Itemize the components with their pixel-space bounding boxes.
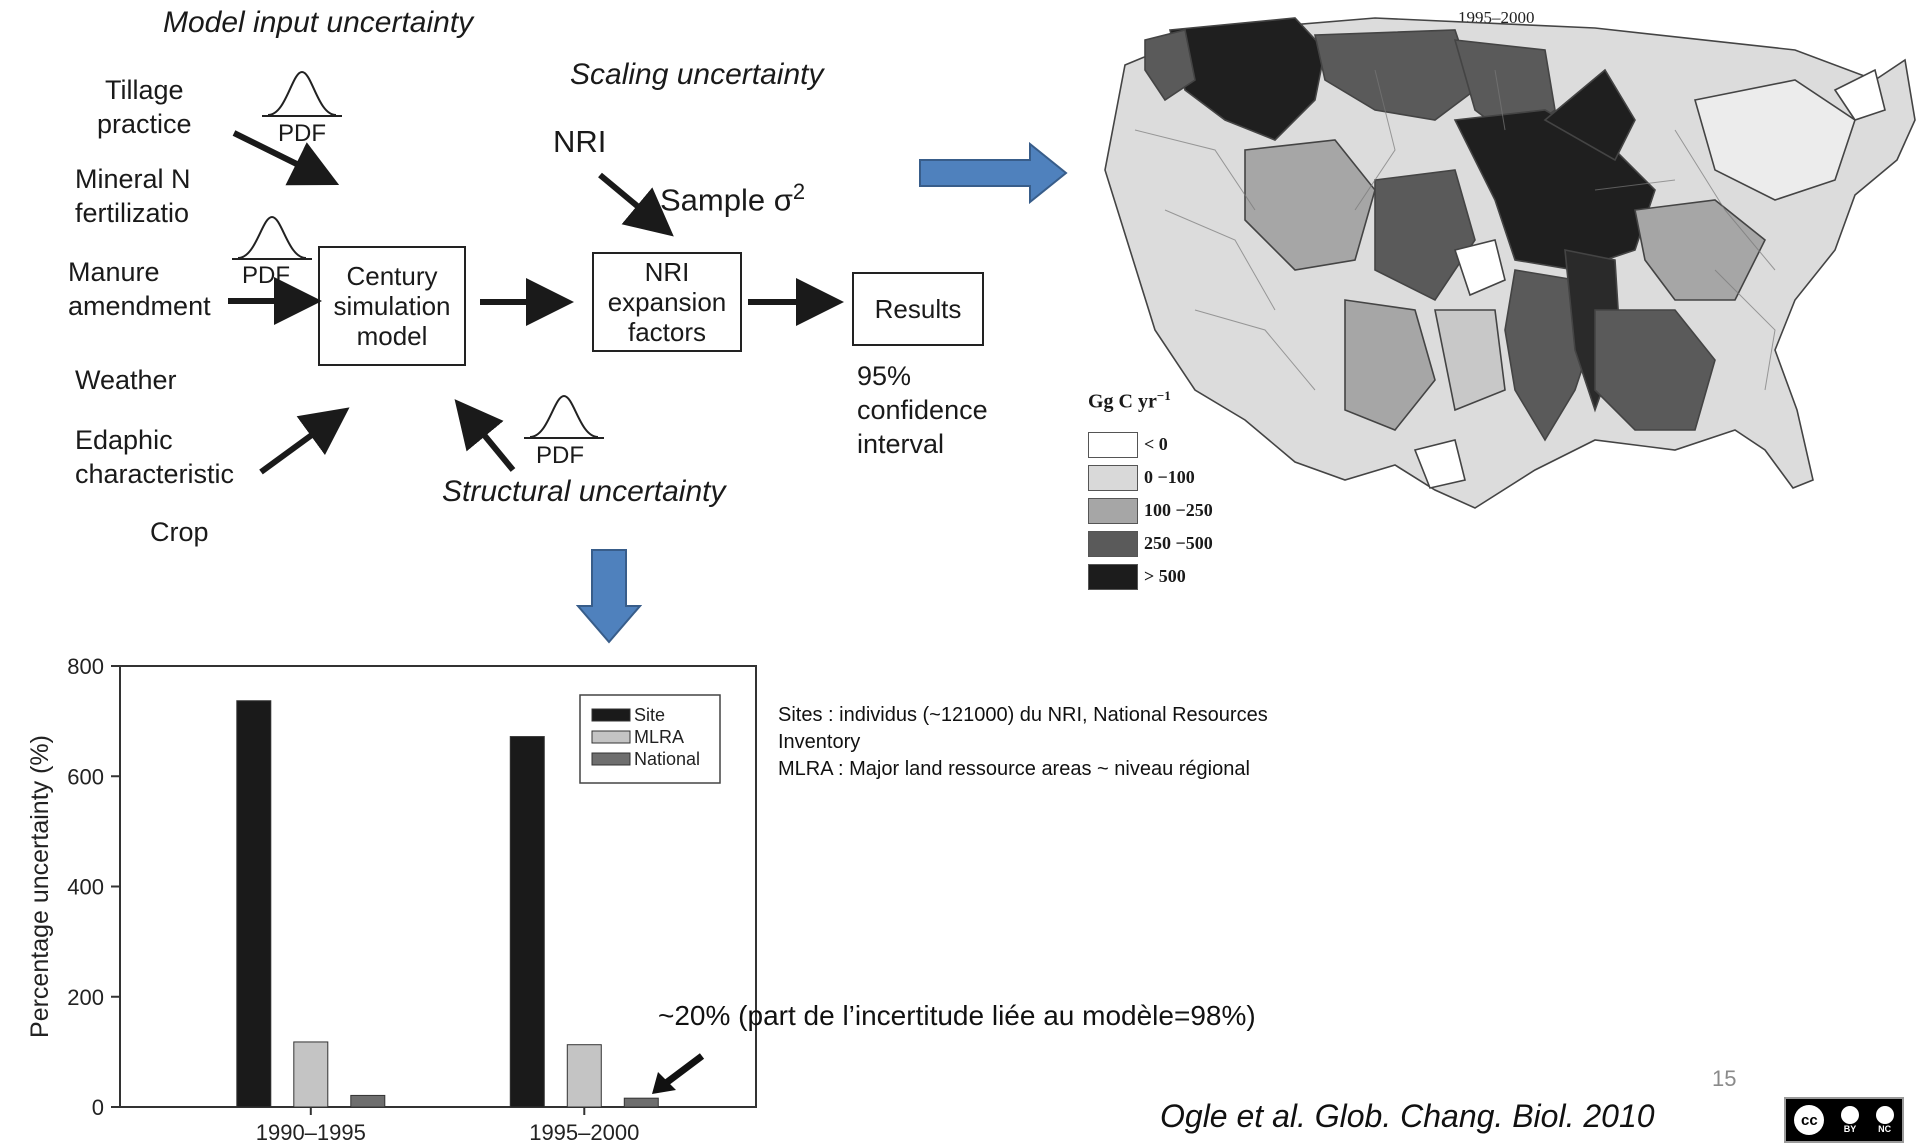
bar-site-0 [236,700,272,1108]
map-legend-item: > 500 [1088,560,1213,593]
citation: Ogle et al. Glob. Chang. Biol. 2010 [1160,1098,1655,1134]
input-weather: Weather [75,365,177,395]
page-number: 15 [1712,1066,1737,1091]
input-manure-amendment: Manure amendment [68,257,211,321]
x-tick-label: 1995–2000 [529,1120,639,1145]
pdf-label: PDF [536,442,584,469]
map-region [1634,199,1767,301]
y-tick-label: 200 [67,985,104,1010]
map-region [1314,29,1476,121]
uncertainty-bar-chart: 0 200 400 600 800 Percentage uncertainty (%) 1… [26,654,757,1145]
map-legend-label: 0 −100 [1144,467,1195,487]
model-input-uncertainty-title: Model input uncertainty [163,6,474,39]
results-box: Results [852,272,984,346]
map-legend-item: < 0 [1088,428,1213,461]
nri-expansion-factors-box: NRI expansion factors [592,252,742,352]
bar-national-1 [623,1097,659,1108]
annotation-arrow-icon [652,1053,705,1094]
map-region [1543,68,1636,162]
y-tick-label: 600 [67,764,104,789]
pdf-curve-icon [524,394,604,439]
map-region-northwest [1168,17,1326,141]
map-region [1413,439,1466,489]
map-legend-item: 100 −250 [1088,494,1213,527]
map-region [1594,309,1716,431]
legend-swatch-site [591,708,631,722]
legend-swatch-mlra [591,730,631,744]
map-legend-label: > 500 [1144,566,1186,586]
edaphic-arrow [259,407,350,475]
y-tick-label: 400 [67,875,104,900]
sample-variance-label: Sample σ2 [660,179,806,218]
input-edaphic-characteristic: Edaphic characteristic [75,425,235,489]
cc-logo-icon: cc [1794,1105,1825,1135]
us-carbon-map [1104,17,1916,509]
map-legend-item: 0 −100 [1088,461,1213,494]
by-attribution-icon: BY [1840,1106,1859,1134]
nri-label: NRI [553,124,607,159]
pdf-curve-icon [232,215,312,260]
map-legend-swatch [1088,431,1138,458]
bar-national-0 [350,1094,386,1108]
bar-mlra-0 [293,1041,329,1108]
legend-label-national: National [634,749,700,769]
tillage-arrow [232,130,340,186]
y-tick-label: 0 [92,1095,104,1120]
y-tick-label: 800 [67,654,104,679]
map-legend-label: 100 −250 [1144,500,1213,520]
y-axis-label: Percentage uncertainty (%) [26,735,54,1038]
map-legend-swatch [1088,497,1138,524]
pdf-curve-icon [262,70,342,117]
map-region [1244,139,1376,271]
map-region [1693,79,1856,201]
map-region [1374,169,1476,302]
map-legend-swatch [1088,563,1138,590]
down-block-arrow-icon [576,549,642,644]
structural-arrow [454,399,516,472]
map-region [1144,29,1196,102]
map-legend-label: < 0 [1144,434,1168,454]
scaling-uncertainty-title: Scaling uncertainty [570,58,824,91]
flow-arrows [228,130,844,475]
map-region [1453,239,1506,297]
right-block-arrow-icon [919,142,1068,204]
cc-license-badge: cc BY NC [1784,1097,1904,1143]
confidence-interval-note: 95% confidence interval [857,361,988,459]
input-tillage-practice: Tillage practice [97,75,192,139]
bar-site-1 [509,736,545,1108]
century-simulation-model-box: Century simulation model [318,246,466,366]
model-share-annotation: ~20% (part de l’incertitude liée au modè… [658,1000,1256,1031]
map-region [1344,299,1436,431]
input-crop: Crop [150,517,209,547]
bar-mlra-1 [566,1044,602,1108]
map-legend-item: 250 −500 [1088,527,1213,560]
map-legend-label: 250 −500 [1144,533,1213,553]
input-mineral-n-fertilization: Mineral N fertilizatio [75,164,191,228]
map-region [1833,68,1886,121]
map-legend-swatch [1088,464,1138,491]
legend-label-site: Site [634,705,665,725]
legend-label-mlra: MLRA [634,727,684,747]
nri-sample-arrow [598,172,674,237]
x-tick-label: 1990–1995 [256,1120,366,1145]
map-legend-swatch [1088,530,1138,557]
structural-uncertainty-title: Structural uncertainty [442,475,726,508]
map-region [1434,309,1506,412]
map-legend: < 0 0 −100 100 −250 250 −500 > 500 [1088,428,1213,593]
legend-swatch-national [591,752,631,766]
nc-noncommercial-icon: NC [1875,1106,1894,1134]
definitions-note: Sites : individus (~121000) du NRI, Nati… [778,704,1268,780]
map-legend-title: Gg C yr−1 [1088,388,1171,413]
